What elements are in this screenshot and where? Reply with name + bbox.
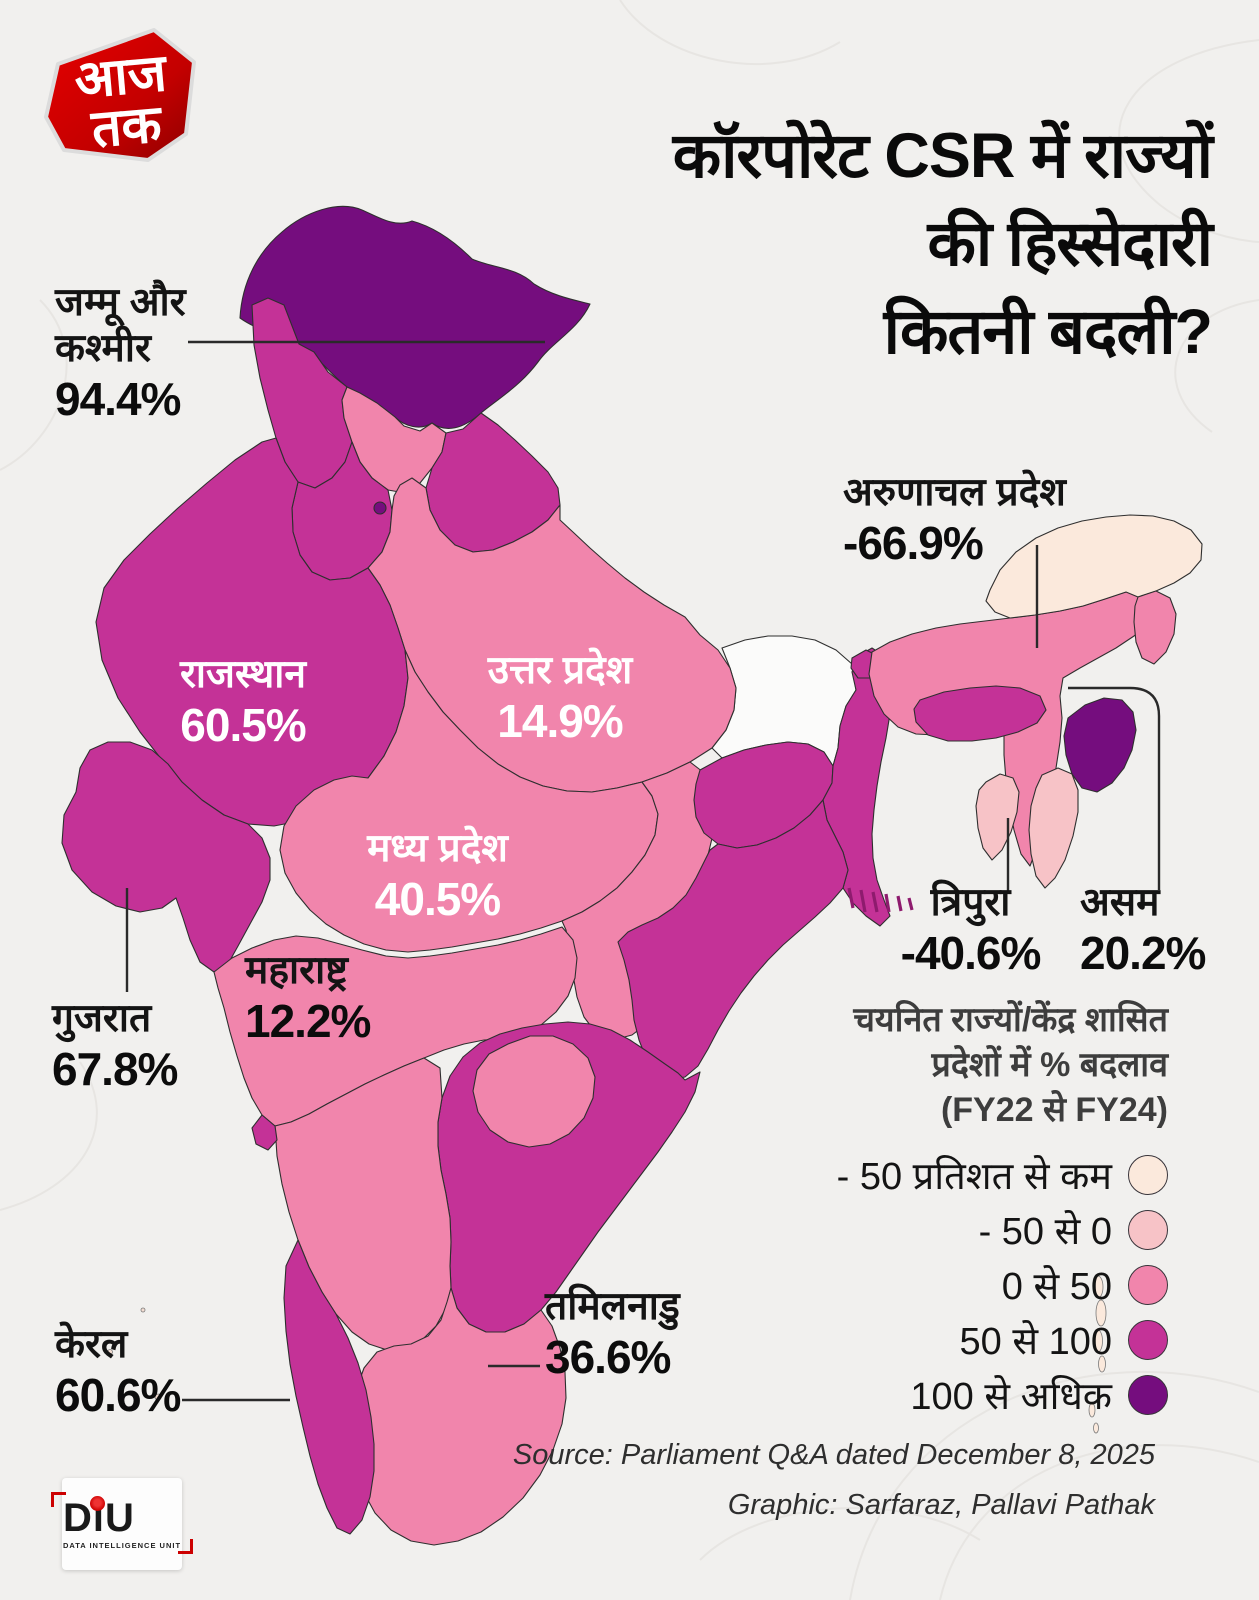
- legend-swatch-minus50-0: [1128, 1209, 1168, 1250]
- label-jammu-kashmir-name2: कश्मीर: [55, 327, 151, 371]
- diu-bracket-bottomright-icon: [178, 1539, 194, 1554]
- leader-lines: [125, 340, 1161, 1402]
- label-kerala-name: केरल: [55, 1323, 128, 1366]
- label-arunachal: अरुणाचल प्रदेश -66.9%: [843, 470, 1173, 570]
- legend-label: 0 से 50: [1001, 1265, 1112, 1308]
- label-arunachal-value: -66.9%: [843, 517, 984, 570]
- label-madhya-pradesh-name: मध्य प्रदेश: [367, 827, 508, 870]
- state-gujarat: [61, 741, 271, 973]
- label-tamil-nadu: तमिलनाडु 36.6%: [545, 1284, 745, 1384]
- label-tamil-nadu-name: तमिलनाडु: [545, 1285, 680, 1328]
- islands: [107, 1275, 1107, 1434]
- diu-fingerprint-dot-icon: [89, 1496, 105, 1511]
- legend-title-line1: चयनित राज्यों/केंद्र शासित: [853, 1001, 1168, 1039]
- label-uttar-pradesh: उत्तर प्रदेश 14.9%: [470, 648, 650, 748]
- label-jammu-kashmir-value: 94.4%: [55, 373, 181, 426]
- label-assam: असम 20.2%: [1080, 880, 1240, 980]
- label-rajasthan: राजस्थान 60.5%: [148, 652, 338, 752]
- state-tripura: [975, 773, 1020, 861]
- label-maharashtra-name: महाराष्ट्र: [245, 949, 348, 992]
- graphic-credit-text: Graphic: Sarfaraz, Pallavi Pathak: [727, 1489, 1155, 1521]
- label-gujarat: गुजरात 67.8%: [52, 996, 232, 1096]
- legend-title-line3: (FY22 से FY24): [940, 1091, 1168, 1129]
- label-maharashtra: महाराष्ट्र 12.2%: [245, 948, 445, 1048]
- diu-logo-inner: DiU DATA INTELLIGENCE UNIT: [50, 1492, 194, 1554]
- label-kerala: केरल 60.6%: [55, 1322, 225, 1422]
- legend-title: चयनित राज्यों/केंद्र शासित प्रदेशों में …: [748, 998, 1168, 1133]
- state-tamil-nadu: [351, 1287, 567, 1546]
- aajtak-logo-line1: आज: [72, 44, 171, 110]
- diu-tagline: DATA INTELLIGENCE UNIT: [62, 1541, 182, 1550]
- legend-swatch-0-50: [1128, 1264, 1168, 1305]
- state-mizoram: [1028, 767, 1079, 889]
- label-jammu-kashmir: जम्मू और कश्मीर 94.4%: [55, 280, 285, 426]
- state-telangana: [472, 1035, 596, 1148]
- legend-row: - 50 से 0: [748, 1202, 1168, 1257]
- state-odisha: [617, 799, 849, 1081]
- source-text: Source: Parliament Q&A dated December 8,…: [512, 1439, 1155, 1471]
- page-title: कॉरपोरेट CSR में राज्यों की हिस्सेदारी क…: [432, 112, 1213, 376]
- label-tripura: त्रिपुरा -40.6%: [878, 880, 1063, 980]
- state-meghalaya: [913, 685, 1047, 742]
- legend-row: 50 से 100: [748, 1312, 1168, 1367]
- label-gujarat-value: 67.8%: [52, 1043, 178, 1096]
- label-tripura-name: त्रिपुरा: [930, 881, 1011, 924]
- legend-title-line2: प्रदेशों में % बदलाव: [931, 1046, 1168, 1084]
- label-rajasthan-name: राजस्थान: [179, 653, 307, 696]
- diu-wordmark: DiU: [62, 1496, 135, 1540]
- aajtak-logo-shape: [44, 28, 196, 162]
- legend-row: 100 से अधिक: [748, 1367, 1168, 1422]
- legend-swatch-gt-100: [1128, 1374, 1168, 1415]
- sundarbans-fringe: [847, 887, 914, 913]
- legend-swatch-lt-minus50: [1128, 1154, 1168, 1195]
- legend: चयनित राज्यों/केंद्र शासित प्रदेशों में …: [748, 998, 1168, 1422]
- label-rajasthan-value: 60.5%: [180, 699, 306, 752]
- legend-swatch-50-100: [1128, 1319, 1168, 1360]
- label-madhya-pradesh-value: 40.5%: [374, 873, 501, 926]
- label-gujarat-name: गुजरात: [52, 997, 152, 1040]
- legend-row: - 50 प्रतिशत से कम: [748, 1147, 1168, 1202]
- legend-rows: - 50 प्रतिशत से कम - 50 से 0 0 से 50 50 …: [748, 1147, 1168, 1422]
- label-assam-value: 20.2%: [1080, 927, 1206, 980]
- state-delhi: [373, 501, 387, 515]
- label-kerala-value: 60.6%: [55, 1369, 181, 1422]
- state-goa: [251, 1114, 278, 1151]
- label-tamil-nadu-value: 36.6%: [545, 1331, 671, 1384]
- aajtak-logo: आज तक: [44, 28, 196, 162]
- label-jammu-kashmir-name1: जम्मू और: [55, 281, 186, 324]
- diu-bracket-topleft-icon: [50, 1492, 66, 1507]
- label-uttar-pradesh-value: 14.9%: [497, 695, 623, 748]
- footer-credits: Source: Parliament Q&A dated December 8,…: [395, 1430, 1155, 1530]
- label-assam-name: असम: [1080, 881, 1160, 924]
- legend-label: 100 से अधिक: [910, 1375, 1112, 1418]
- state-kerala: [283, 1239, 375, 1535]
- page-title-line1: कॉरपोरेट CSR में राज्यों: [672, 121, 1213, 191]
- aajtak-logo-line2: तक: [88, 95, 165, 159]
- legend-label: 50 से 100: [959, 1320, 1112, 1363]
- state-manipur: [1063, 697, 1137, 793]
- diu-logo: DiU DATA INTELLIGENCE UNIT: [50, 1478, 194, 1570]
- label-madhya-pradesh: मध्य प्रदेश 40.5%: [345, 826, 530, 926]
- legend-row: 0 से 50: [748, 1257, 1168, 1312]
- label-tripura-value: -40.6%: [900, 927, 1042, 980]
- legend-label: - 50 से 0: [978, 1210, 1112, 1253]
- label-maharashtra-value: 12.2%: [245, 995, 371, 1048]
- legend-label: - 50 प्रतिशत से कम: [836, 1155, 1112, 1198]
- label-arunachal-name: अरुणाचल प्रदेश: [843, 471, 1066, 514]
- page-title-line2: की हिस्सेदारी: [927, 209, 1213, 279]
- state-nagaland: [1133, 590, 1177, 665]
- leader-assam: [1068, 686, 1161, 890]
- page-title-line3: कितनी बदली?: [883, 297, 1213, 367]
- label-uttar-pradesh-name: उत्तर प्रदेश: [487, 649, 633, 692]
- state-arunachal: [985, 514, 1203, 619]
